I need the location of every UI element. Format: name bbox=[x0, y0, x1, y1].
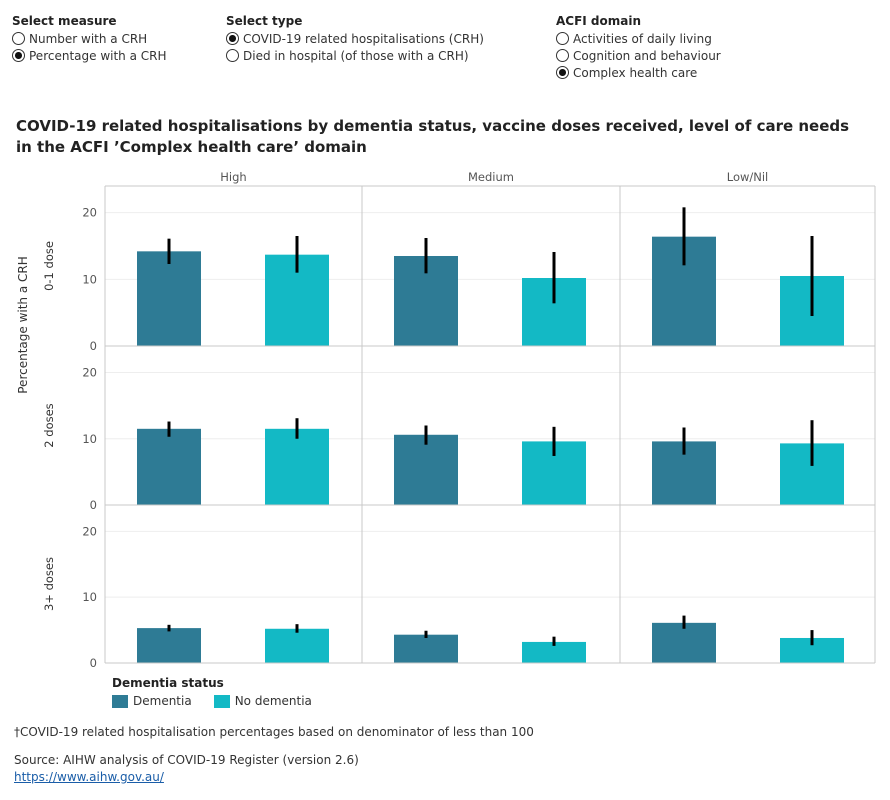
bar-dementia bbox=[652, 622, 716, 663]
legend-item-no-dementia[interactable]: No dementia bbox=[213, 694, 312, 708]
y-tick-label: 20 bbox=[82, 206, 97, 220]
radio-selected-icon[interactable] bbox=[556, 66, 569, 79]
bar-dementia bbox=[137, 251, 201, 346]
radio-icon[interactable] bbox=[12, 32, 25, 45]
legend-item-dementia[interactable]: Dementia bbox=[112, 694, 192, 708]
bar-no-dementia bbox=[265, 428, 329, 505]
radio-icon[interactable] bbox=[556, 49, 569, 62]
bar-chart: High Medium Low/Nil 0-1 dose 0 10 20 2 doses 0 10… bbox=[16, 170, 876, 670]
measure-filter: Select measure Number with a CRH Percent… bbox=[12, 14, 167, 64]
domain-option-cognition[interactable]: Cognition and behaviour bbox=[556, 47, 721, 64]
y-tick-label: 0 bbox=[90, 339, 97, 353]
bar-no-dementia bbox=[522, 641, 586, 663]
row-label: 2 doses bbox=[42, 403, 56, 447]
type-option-died[interactable]: Died in hospital (of those with a CRH) bbox=[226, 47, 484, 64]
legend-title: Dementia status bbox=[112, 676, 224, 690]
y-tick-label: 10 bbox=[82, 590, 97, 604]
bar-dementia bbox=[394, 634, 458, 663]
column-header: Low/Nil bbox=[727, 170, 769, 184]
radio-icon[interactable] bbox=[226, 49, 239, 62]
bar-dementia bbox=[137, 428, 201, 505]
bar-dementia bbox=[137, 628, 201, 663]
type-filter-label: Select type bbox=[226, 14, 303, 28]
legend: Dementia status Dementia No dementia bbox=[112, 676, 312, 708]
chart-title: COVID-19 related hospitalisations by dem… bbox=[16, 117, 850, 156]
y-tick-label: 10 bbox=[82, 272, 97, 286]
row-label: 3+ doses bbox=[42, 557, 56, 611]
column-header: Medium bbox=[468, 170, 514, 184]
source-link[interactable]: https://www.aihw.gov.au/ bbox=[14, 770, 164, 784]
footnote: †COVID-19 related hospitalisation percen… bbox=[14, 725, 534, 739]
acfi-domain-filter: ACFI domain Activities of daily living C… bbox=[556, 14, 721, 81]
source-text: Source: AIHW analysis of COVID-19 Regist… bbox=[14, 753, 359, 767]
row-label: 0-1 dose bbox=[42, 241, 56, 291]
domain-option-complex-care[interactable]: Complex health care bbox=[556, 64, 721, 81]
y-tick-label: 20 bbox=[82, 524, 97, 538]
bar-no-dementia bbox=[265, 628, 329, 663]
measure-option-number[interactable]: Number with a CRH bbox=[12, 30, 167, 47]
y-axis-title: Percentage with a CRH bbox=[16, 256, 30, 394]
y-tick-label: 0 bbox=[90, 498, 97, 512]
measure-option-percentage[interactable]: Percentage with a CRH bbox=[12, 47, 167, 64]
legend-swatch-dementia bbox=[112, 694, 128, 708]
radio-icon[interactable] bbox=[556, 32, 569, 45]
y-tick-label: 10 bbox=[82, 432, 97, 446]
type-option-crh[interactable]: COVID-19 related hospitalisations (CRH) bbox=[226, 30, 484, 47]
radio-selected-icon[interactable] bbox=[226, 32, 239, 45]
acfi-domain-filter-label: ACFI domain bbox=[556, 14, 642, 28]
legend-swatch-no-dementia bbox=[213, 694, 230, 708]
y-tick-label: 0 bbox=[90, 656, 97, 670]
y-tick-label: 20 bbox=[82, 366, 97, 380]
domain-option-daily-living[interactable]: Activities of daily living bbox=[556, 30, 721, 47]
radio-selected-icon[interactable] bbox=[12, 49, 25, 62]
column-header: High bbox=[220, 170, 246, 184]
type-filter: Select type COVID-19 related hospitalisa… bbox=[226, 14, 484, 64]
measure-filter-label: Select measure bbox=[12, 14, 117, 28]
bar-dementia bbox=[394, 434, 458, 505]
